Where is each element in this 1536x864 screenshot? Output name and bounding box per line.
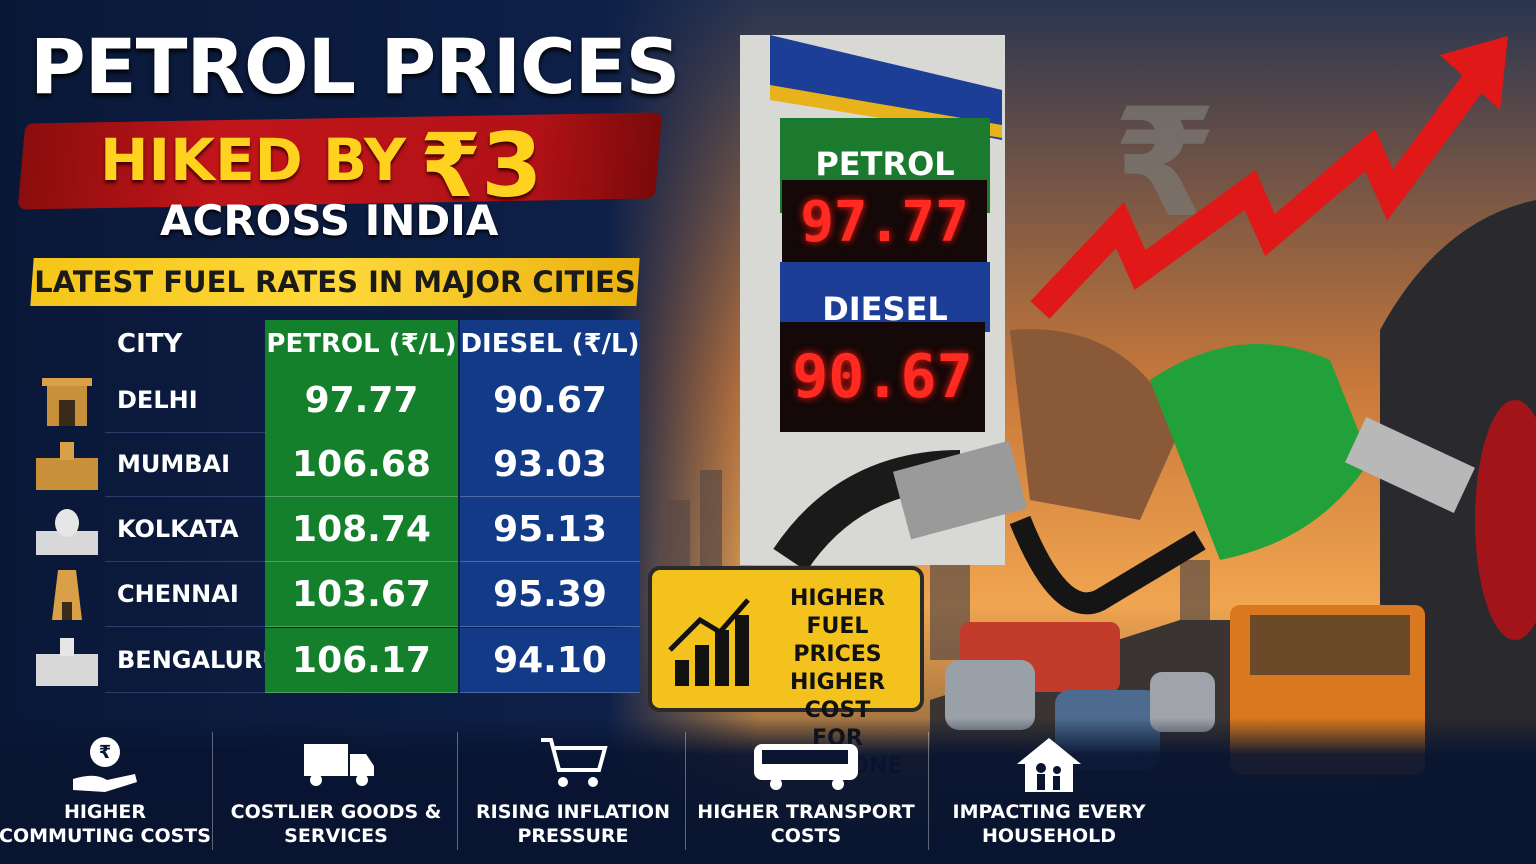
hike-amount: ₹3 bbox=[420, 114, 543, 217]
diesel-panel bbox=[780, 262, 990, 332]
hike-text: HIKED BY bbox=[100, 126, 407, 194]
impact-icon bbox=[541, 738, 608, 787]
petrol-price: 106.68 bbox=[265, 432, 458, 497]
spout bbox=[1345, 416, 1475, 514]
diesel-price: 90.67 bbox=[460, 368, 640, 433]
car-small bbox=[1150, 672, 1215, 732]
column-header: DIESEL (₹/L) bbox=[460, 329, 640, 359]
city-icon bbox=[36, 442, 98, 490]
divider bbox=[212, 732, 213, 850]
warning-line: HIGHER COST bbox=[789, 670, 886, 723]
impact-label: IMPACTING EVERY HOUSEHOLD bbox=[952, 801, 1146, 847]
city-icon bbox=[42, 378, 92, 426]
impact-label: HIGHER TRANSPORT COSTS bbox=[697, 801, 915, 847]
diesel-price: 95.39 bbox=[460, 562, 640, 627]
arrow-head bbox=[1440, 36, 1508, 110]
petrol-price: 97.77 bbox=[265, 368, 458, 433]
impact-icon bbox=[1017, 738, 1081, 792]
divider bbox=[685, 732, 686, 850]
banner-text: LATEST FUEL RATES IN MAJOR CITIES bbox=[34, 265, 636, 299]
city-icon bbox=[52, 570, 82, 620]
impact-label: HIGHER COMMUTING COSTS bbox=[0, 801, 211, 847]
diesel-price: 95.13 bbox=[460, 497, 640, 562]
petrol-price: 108.74 bbox=[265, 497, 458, 562]
rising-arrow bbox=[1030, 52, 1501, 319]
pump-top bbox=[770, 35, 1002, 140]
petrol-price: 106.17 bbox=[265, 628, 458, 693]
impact-icon: ₹ bbox=[73, 737, 137, 792]
svg-text:₹: ₹ bbox=[99, 742, 112, 763]
title: PETROL PRICES bbox=[30, 22, 680, 111]
city-name: KOLKATA bbox=[105, 497, 265, 562]
bar-chart-icon bbox=[675, 615, 749, 686]
petrol-led-panel bbox=[782, 180, 987, 265]
nozzle-handle bbox=[1150, 344, 1370, 560]
city-name: CHENNAI bbox=[105, 562, 265, 627]
city-name: BENGALURU bbox=[105, 628, 282, 693]
pump-petrol-label: PETROL bbox=[815, 145, 955, 183]
city-icon bbox=[36, 509, 98, 555]
diesel-header-bg bbox=[460, 320, 640, 368]
car-small bbox=[945, 660, 1035, 730]
impact-bar bbox=[0, 718, 1536, 864]
impact-icon bbox=[304, 744, 374, 786]
diesel-price: 93.03 bbox=[460, 432, 640, 497]
petrol-header-bg bbox=[265, 320, 458, 368]
city-name: MUMBAI bbox=[105, 432, 265, 497]
pump-diesel-label: DIESEL bbox=[822, 290, 948, 328]
city-name: DELHI bbox=[105, 368, 265, 433]
divider bbox=[457, 732, 458, 850]
divider bbox=[928, 732, 929, 850]
diesel-led-panel bbox=[780, 322, 985, 432]
warning-line: HIGHER bbox=[789, 586, 886, 611]
column-header: CITY bbox=[117, 329, 183, 359]
impact-label: RISING INFLATION PRESSURE bbox=[476, 801, 670, 847]
tail-light bbox=[1475, 400, 1536, 640]
pump-petrol-price: 97.77 bbox=[800, 190, 969, 255]
impact-label: COSTLIER GOODS & SERVICES bbox=[230, 801, 442, 847]
warning-line: FUEL PRICES bbox=[793, 614, 882, 667]
column-header: PETROL (₹/L) bbox=[266, 329, 457, 359]
trend-icon bbox=[668, 598, 750, 652]
scope: ACROSS INDIA bbox=[160, 196, 499, 245]
petrol-price: 103.67 bbox=[265, 562, 458, 627]
truck-window bbox=[1250, 615, 1410, 675]
pump-diesel-price: 90.67 bbox=[792, 342, 973, 412]
impact-icon bbox=[754, 744, 858, 790]
city-icon bbox=[36, 638, 98, 686]
trigger bbox=[1009, 515, 1206, 615]
diesel-price: 94.10 bbox=[460, 628, 640, 693]
hand bbox=[1010, 329, 1180, 520]
nozzle-collar bbox=[892, 440, 1028, 540]
